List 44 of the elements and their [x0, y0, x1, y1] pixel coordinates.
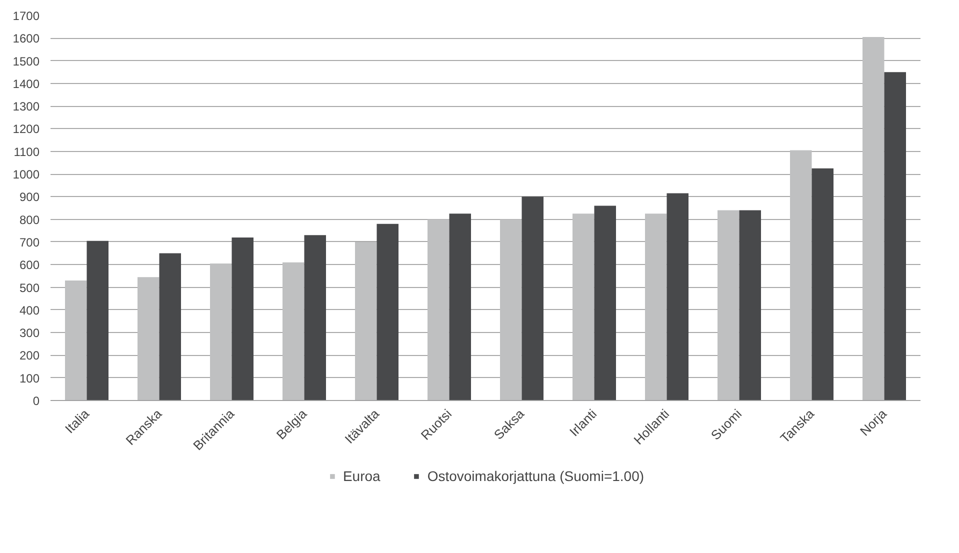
y-tick-label: 1000	[12, 168, 40, 182]
y-tick-label: 200	[19, 348, 40, 363]
bar	[572, 214, 594, 400]
y-tick-label: 400	[19, 303, 40, 318]
bar	[522, 196, 544, 400]
bar	[718, 210, 740, 400]
y-tick-label: 800	[19, 212, 40, 227]
y-tick-label: 1600	[12, 32, 40, 46]
y-tick-label: 900	[19, 190, 40, 204]
bar	[65, 280, 87, 400]
bar	[232, 237, 254, 400]
bar	[210, 263, 232, 400]
legend-label: Euroa	[342, 468, 380, 484]
bar	[666, 193, 688, 400]
bar	[884, 72, 906, 400]
y-tick-label: 1300	[12, 100, 40, 114]
bar	[790, 150, 812, 400]
bar	[138, 277, 160, 400]
bar	[645, 214, 667, 400]
bar	[862, 37, 884, 400]
bar	[739, 210, 761, 400]
y-tick-label: 1100	[14, 144, 40, 159]
y-tick-label: 1400	[12, 76, 40, 91]
y-tick-label: 300	[19, 326, 40, 340]
y-tick-label: 500	[19, 280, 40, 295]
y-tick-label: 0	[32, 394, 40, 408]
bar	[812, 168, 834, 400]
bar	[304, 235, 326, 400]
bar	[428, 219, 450, 400]
bar	[159, 253, 181, 400]
y-tick-label: 600	[19, 258, 40, 272]
y-tick-label: 1500	[12, 54, 40, 68]
y-tick-label: 1700	[12, 9, 40, 23]
y-tick-label: 700	[19, 235, 40, 250]
bar	[594, 206, 616, 400]
bar	[282, 262, 304, 400]
bar	[355, 242, 377, 400]
y-tick-label: 1200	[12, 122, 40, 136]
legend-label: Ostovoimakorjattuna (Suomi=1.00)	[427, 468, 644, 484]
bar	[449, 214, 471, 400]
bar	[500, 219, 522, 400]
bar	[86, 240, 108, 400]
bar	[376, 224, 398, 400]
y-tick-label: 100	[19, 371, 40, 386]
